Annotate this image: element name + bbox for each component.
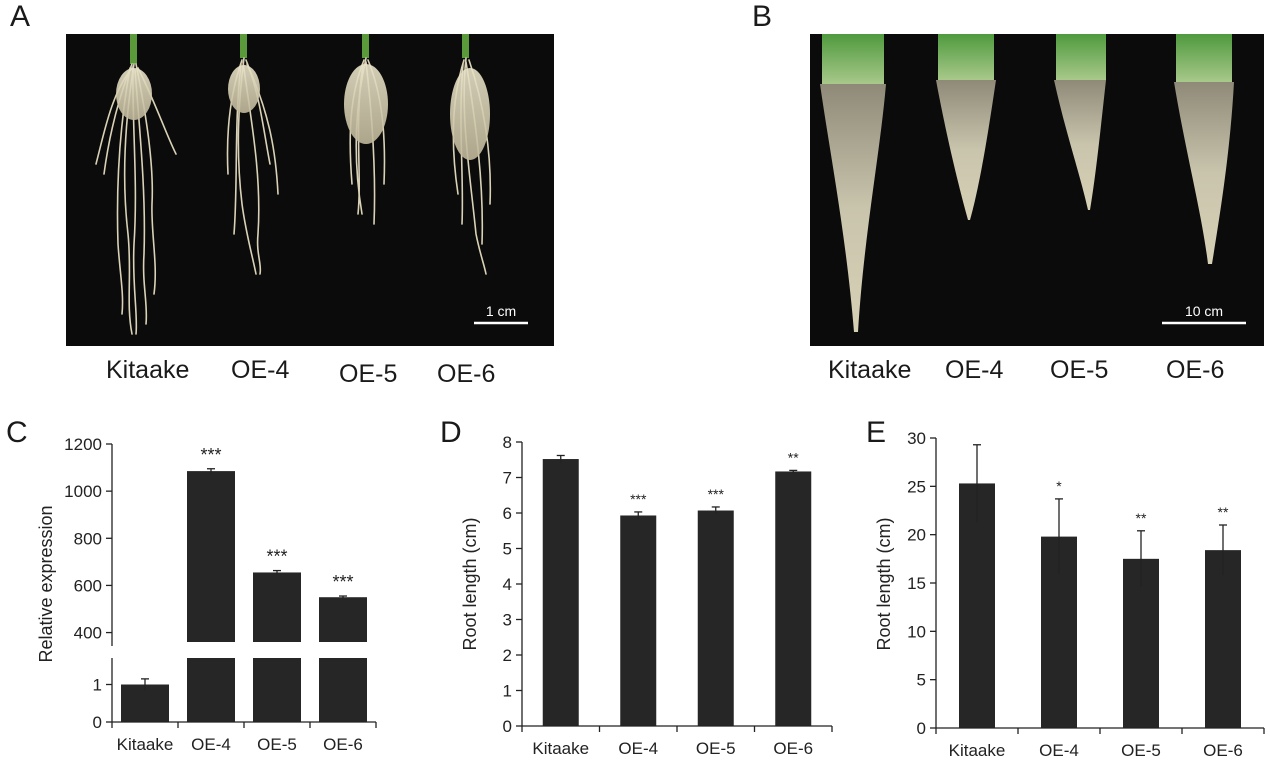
y-tick-label: 1: [93, 676, 102, 695]
significance-oe-5: ***: [266, 547, 287, 567]
bar-oe-4-lower: [187, 658, 235, 722]
scale-bar-label: 10 cm: [1185, 303, 1223, 319]
y-tick-label: 3: [503, 611, 512, 630]
x-tick-label-oe-6: OE-6: [773, 739, 813, 758]
significance-oe-4: *: [1056, 478, 1062, 494]
y-tick-label: 20: [907, 526, 926, 545]
caption-b-oe-4: OE-4: [945, 356, 1004, 384]
x-tick-label-oe-4: OE-4: [191, 735, 231, 754]
seedling-oe-5: [344, 34, 388, 225]
bar-oe-5: [1123, 558, 1159, 728]
y-axis-title: Relative expression: [36, 505, 56, 662]
bar-oe-4-upper: [187, 471, 235, 642]
x-tick-label-oe-6: OE-6: [1203, 741, 1243, 760]
expression-bar-chart: 400 600 800 1000 1200 0 1 Kitaake *** OE-4 *** OE-5…: [36, 435, 377, 754]
bar-oe-6-lower: [319, 658, 367, 722]
y-tick-label: 400: [74, 624, 102, 643]
x-tick-label-oe-5: OE-5: [257, 735, 297, 754]
significance-oe-6: ***: [332, 572, 353, 592]
caption-b-oe-5: OE-5: [1050, 356, 1109, 384]
scale-bar-label: 1 cm: [486, 303, 516, 319]
y-tick-label: 1000: [64, 482, 102, 501]
bar-oe-6-upper: [319, 597, 367, 642]
x-tick-label-oe-5: OE-5: [1121, 741, 1161, 760]
x-tick-label-kitaake: Kitaake: [117, 735, 174, 754]
y-tick-label: 6: [503, 504, 512, 523]
y-tick-label: 30: [907, 429, 926, 448]
bar-oe-5-lower: [253, 658, 301, 722]
significance-oe-4: ***: [630, 491, 647, 507]
panel-label-a: A: [10, 0, 31, 33]
y-tick-label: 7: [503, 469, 512, 488]
y-tick-label: 0: [93, 713, 102, 732]
y-tick-label: 2: [503, 646, 512, 665]
y-tick-label: 0: [917, 719, 926, 738]
bar-kitaake: [121, 684, 169, 722]
y-tick-label: 800: [74, 529, 102, 548]
y-tick-label: 5: [503, 540, 512, 559]
caption-a-kitaake: Kitaake: [106, 356, 190, 384]
y-tick-label: 10: [907, 622, 926, 641]
plant-kitaake: [820, 34, 886, 332]
bar-oe-6: [1205, 550, 1241, 728]
seedling-root-length-chart: 0 1 2 3 4 5 6 7 8 Kitaake *** OE-4 *** OE-5 ** OE-6 Root…: [460, 433, 833, 758]
panel-label-d: D: [440, 416, 462, 449]
caption-a-oe-5: OE-5: [339, 360, 398, 388]
y-tick-label: 1: [503, 682, 512, 701]
seedling-oe-4: [226, 34, 279, 275]
caption-a-oe-6: OE-6: [437, 360, 496, 388]
panel-label-b: B: [752, 0, 773, 33]
bar-oe-4: [620, 515, 657, 726]
caption-a-oe-4: OE-4: [231, 356, 290, 384]
plant-oe-5: [1054, 34, 1106, 210]
x-tick-label-kitaake: Kitaake: [949, 741, 1006, 760]
seedling-kitaake: [95, 34, 177, 335]
significance-oe-6: **: [1218, 504, 1229, 520]
y-tick-label: 5: [917, 671, 926, 690]
y-tick-label: 25: [907, 477, 926, 496]
panel-label-e: E: [866, 416, 887, 449]
significance-oe-5: **: [1136, 510, 1147, 526]
y-tick-label: 0: [503, 717, 512, 736]
significance-oe-4: ***: [200, 445, 221, 465]
y-tick-label: 1200: [64, 435, 102, 454]
bar-oe-5: [697, 510, 734, 726]
y-tick-label: 4: [503, 575, 512, 594]
x-tick-label-oe-4: OE-4: [618, 739, 658, 758]
y-tick-label: 8: [503, 433, 512, 452]
y-tick-label: 600: [74, 576, 102, 595]
panel-label-c: C: [6, 416, 28, 449]
seedling-roots-photo: 1 cm: [66, 34, 554, 346]
y-tick-label: 15: [907, 574, 926, 593]
caption-b-oe-6: OE-6: [1166, 356, 1225, 384]
x-tick-label-kitaake: Kitaake: [532, 739, 589, 758]
mature-roots-photo: 10 cm: [810, 34, 1264, 346]
x-tick-label-oe-4: OE-4: [1039, 741, 1079, 760]
bar-kitaake: [542, 459, 579, 726]
significance-oe-5: ***: [708, 486, 725, 502]
plant-oe-4: [936, 34, 996, 220]
bar-oe-6: [775, 471, 812, 726]
bar-oe-5-upper: [253, 572, 301, 642]
significance-oe-6: **: [788, 449, 799, 465]
caption-b-kitaake: Kitaake: [828, 356, 912, 384]
x-tick-label-oe-5: OE-5: [696, 739, 736, 758]
bar-kitaake: [959, 483, 995, 728]
plant-oe-6: [1174, 34, 1234, 264]
mature-root-length-chart: 0 5 10 15 20 25 30 Kitaake * OE-4 ** OE-5 ** OE-6 Root…: [874, 429, 1265, 760]
y-axis-title: Root length (cm): [874, 517, 894, 650]
x-tick-label-oe-6: OE-6: [323, 735, 363, 754]
y-axis-title: Root length (cm): [460, 517, 480, 650]
seedling-oe-6: [450, 34, 492, 275]
